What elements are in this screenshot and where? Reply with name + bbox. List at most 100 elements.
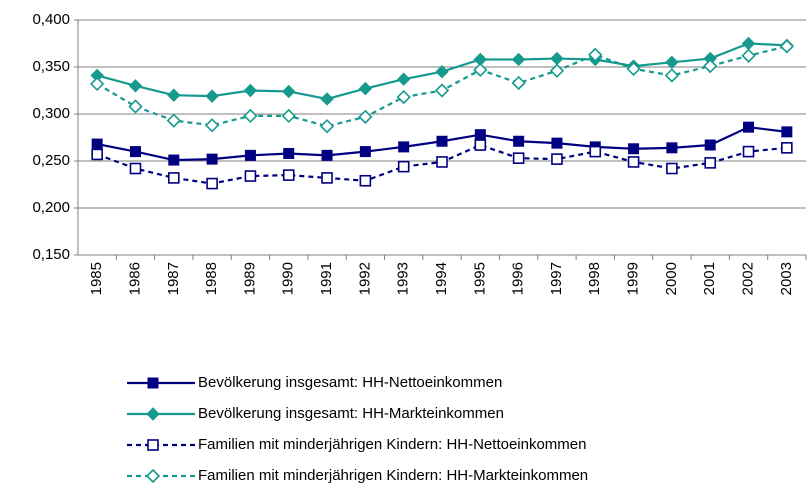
data-point: [664, 68, 680, 83]
data-point: [551, 137, 563, 149]
y-tick-label: 0,300: [32, 105, 70, 122]
data-point: [627, 156, 640, 168]
legend-label: Bevölkerung insgesamt: HH-Nettoeinkommen: [198, 374, 502, 391]
data-point: [626, 61, 641, 77]
x-tick-label: 2003: [778, 262, 795, 295]
x-tick-label: 1995: [471, 262, 488, 295]
data-point: [321, 172, 333, 184]
data-point: [703, 58, 718, 74]
data-point: [781, 142, 793, 154]
y-tick-label: 0,250: [32, 152, 70, 169]
data-point: [281, 108, 296, 124]
data-point: [628, 143, 640, 155]
data-point: [512, 152, 525, 164]
data-point: [129, 162, 142, 175]
data-point: [91, 138, 103, 150]
y-tick-label: 0,150: [32, 246, 70, 263]
legend-label: Familien mit minderjährigen Kindern: HH-…: [198, 467, 588, 484]
data-point: [283, 147, 295, 159]
legend-label: Familien mit minderjährigen Kindern: HH-…: [198, 436, 586, 453]
data-point: [243, 108, 258, 124]
legend-label: Bevölkerung insgesamt: HH-Markteinkommen: [198, 405, 504, 422]
data-point: [436, 156, 448, 168]
data-point: [396, 89, 411, 105]
x-tick-label: 1991: [318, 262, 335, 295]
data-point: [90, 76, 105, 92]
data-point: [205, 89, 219, 103]
x-tick-label: 2002: [739, 262, 756, 295]
y-tick-label: 0,350: [32, 58, 70, 75]
x-tick-label: 1992: [356, 262, 373, 295]
data-point: [436, 135, 448, 147]
legend-marker: [146, 407, 160, 421]
legend-marker: [147, 377, 159, 389]
data-point: [359, 174, 372, 187]
data-point: [243, 83, 258, 98]
data-point: [166, 113, 181, 128]
x-tick-label: 1988: [203, 262, 220, 295]
data-point: [549, 63, 565, 78]
x-tick-label: 1986: [126, 262, 143, 295]
data-point: [551, 153, 563, 165]
data-point: [741, 36, 756, 51]
data-point: [781, 126, 793, 138]
data-point: [321, 149, 333, 161]
data-point: [358, 109, 373, 124]
data-point: [398, 141, 410, 153]
data-point: [588, 47, 603, 62]
x-tick-label: 1999: [625, 262, 642, 295]
data-point: [435, 64, 449, 79]
x-tick-label: 1993: [395, 262, 412, 295]
x-tick-label: 1994: [433, 262, 450, 295]
x-tick-label: 1987: [165, 262, 182, 295]
data-point: [206, 177, 218, 190]
data-point: [206, 153, 218, 165]
legend-marker: [147, 439, 159, 451]
y-tick-label: 0,200: [32, 199, 70, 216]
data-point: [513, 135, 525, 147]
data-point: [129, 146, 141, 158]
data-point: [204, 118, 220, 133]
data-point: [358, 81, 373, 96]
data-point: [473, 62, 488, 77]
data-point: [359, 146, 371, 158]
data-point: [244, 149, 256, 161]
x-tick-label: 1990: [280, 262, 297, 295]
data-point: [319, 119, 335, 134]
x-tick-label: 2000: [663, 262, 680, 295]
x-tick-label: 1989: [241, 262, 258, 295]
data-point: [168, 154, 180, 166]
legend-marker: [145, 468, 161, 484]
data-point: [167, 88, 181, 102]
data-point: [397, 160, 410, 173]
data-point: [282, 169, 295, 181]
data-point: [666, 142, 678, 154]
data-point: [511, 52, 526, 67]
data-point: [511, 75, 526, 91]
y-tick-label: 0,400: [32, 11, 70, 28]
data-point: [665, 55, 679, 70]
data-point: [704, 157, 717, 169]
data-point: [743, 121, 755, 133]
x-tick-label: 1997: [548, 262, 565, 295]
data-point: [91, 148, 103, 161]
data-point: [550, 51, 564, 66]
data-point: [742, 145, 755, 158]
x-tick-label: 1985: [88, 262, 105, 295]
data-point: [666, 162, 678, 175]
data-point: [128, 99, 143, 114]
data-point: [741, 48, 756, 63]
x-tick-label: 2001: [701, 262, 718, 295]
data-point: [779, 39, 794, 54]
x-tick-label: 1996: [510, 262, 527, 295]
data-point: [244, 170, 257, 182]
data-point: [589, 145, 602, 158]
data-point: [704, 139, 716, 151]
data-point: [474, 129, 486, 141]
data-point: [167, 172, 180, 184]
data-point: [434, 83, 450, 98]
data-point: [474, 139, 487, 151]
data-point: [128, 79, 143, 93]
data-point: [320, 92, 334, 106]
